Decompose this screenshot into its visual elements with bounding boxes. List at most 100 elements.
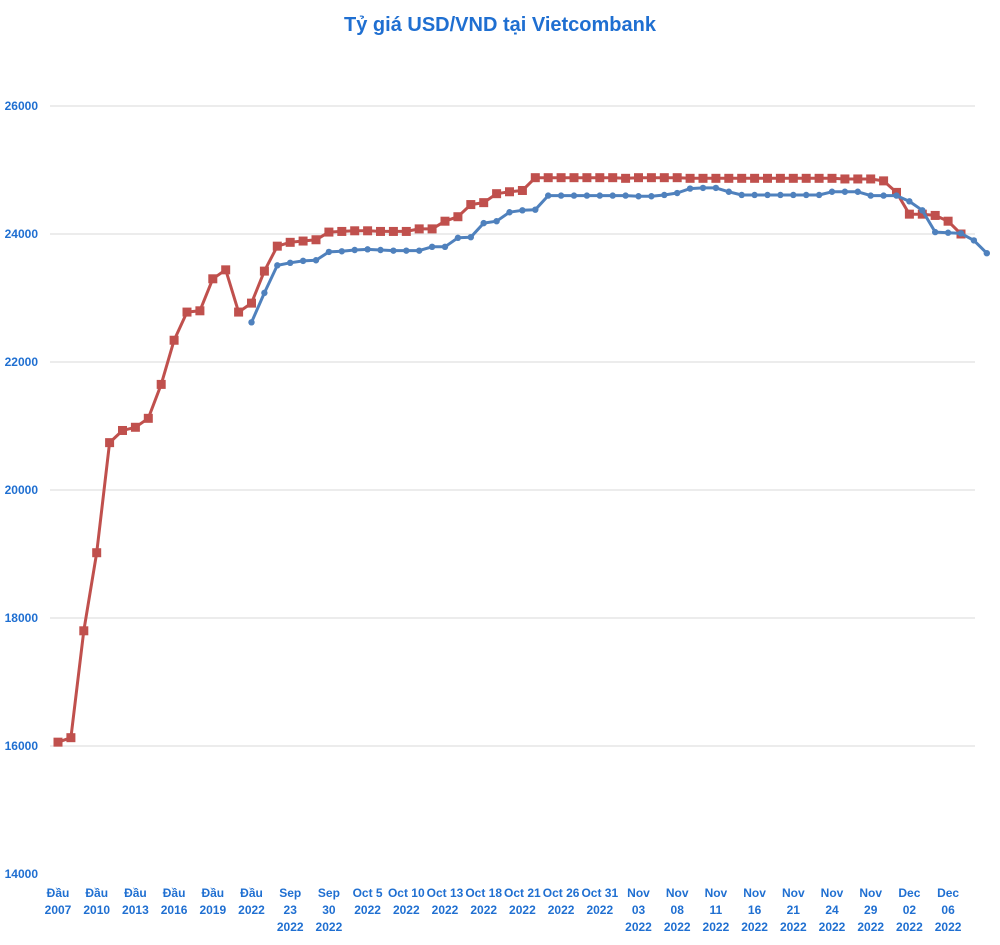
data-point-red [221,265,231,275]
data-point-red [505,187,514,197]
data-point-red [892,187,901,197]
data-point-red [208,274,218,284]
data-point-red [156,379,166,389]
data-point-blue [854,188,861,195]
data-point-red [337,226,347,236]
data-point-red [195,306,205,316]
data-point-red [595,173,605,183]
data-point-red [105,438,115,448]
data-point-red [917,209,927,219]
data-point-red [608,173,618,183]
x-tick-label: Nov 24 2022 [819,886,846,934]
data-point-blue [777,191,784,199]
data-point-red [363,226,373,236]
data-point-red [453,212,463,222]
x-tick-label: Oct 26 2022 [543,886,580,917]
x-tick-label: Nov 03 2022 [625,886,652,934]
data-point-blue [699,184,707,192]
x-tick-label: Sep 30 2022 [316,886,343,934]
data-point-red [388,226,398,236]
data-point-red [827,173,837,183]
data-point-blue [390,247,397,254]
data-point-red [466,200,476,210]
data-point-red [324,227,334,237]
data-point-blue [803,191,810,199]
series-layer [53,173,990,747]
data-point-blue [570,192,578,199]
data-point-red [879,176,889,186]
data-point-blue [712,184,720,192]
data-point-red [711,173,721,183]
data-point-blue [919,207,926,214]
x-tick-label: Oct 5 2022 [353,886,383,917]
data-point-red [685,173,695,183]
data-point-blue [944,229,952,236]
data-point-red [775,173,785,183]
data-point-red [724,173,734,183]
data-point-red [943,216,953,226]
data-point-blue [635,193,642,200]
x-tick-label: Đầu 2019 [199,886,226,917]
data-point-red [763,173,772,183]
x-tick-label: Nov 29 2022 [857,886,884,934]
x-tick-label: Dec 06 2022 [935,886,962,934]
data-point-blue [661,191,668,199]
data-point-red [143,413,153,423]
data-point-red [556,173,566,183]
data-point-blue [248,319,255,326]
data-point-red [698,173,708,183]
data-point-red [298,236,308,246]
data-point-red [234,307,244,317]
chart-title: Tỷ giá USD/VND tại Vietcombank [344,14,656,36]
data-point-blue [364,246,371,253]
data-point-red [646,173,656,183]
data-point-blue [674,189,681,197]
y-tick-label: 14000 [5,867,39,881]
data-point-red [311,235,321,245]
data-point-blue [815,191,823,199]
data-point-blue [764,191,771,199]
data-point-blue [467,234,474,241]
data-point-red [517,185,527,195]
data-point-red [440,216,450,226]
data-point-blue [751,191,758,199]
data-point-red [376,226,385,236]
y-tick-label: 16000 [5,739,39,753]
x-tick-label: Dec 02 2022 [896,886,923,934]
data-point-blue [738,191,745,199]
data-point-blue [338,248,345,255]
data-point-red [530,173,540,183]
data-point-blue [299,257,307,265]
data-point-red [904,209,914,219]
data-point-blue [596,192,603,199]
x-tick-label: Nov 21 2022 [780,886,807,934]
data-point-red [427,224,437,234]
data-point-blue [454,234,462,242]
x-tick-label: Sep 23 2022 [277,886,304,934]
x-tick-label: Đầu 2022 [238,886,265,917]
data-point-red [737,173,747,183]
data-point-red [492,189,502,199]
data-point-red [479,198,489,208]
data-point-blue [377,246,384,254]
data-point-blue [790,191,797,199]
x-tick-label: Đầu 2016 [161,886,188,917]
data-point-red [750,173,760,183]
data-point-red [543,173,553,183]
data-point-blue [506,209,513,216]
data-point-blue [867,192,874,199]
data-point-blue [287,259,294,266]
data-point-blue [686,185,694,192]
x-tick-label: Đầu 2007 [45,886,72,917]
data-point-blue [480,219,487,227]
data-point-blue [583,192,591,199]
data-point-red [634,173,643,183]
data-point-red [130,422,140,432]
data-point-red [259,266,269,276]
data-point-red [169,335,179,345]
data-point-red [272,241,282,251]
x-tick-label: Đầu 2010 [83,886,110,917]
data-point-blue [325,248,333,256]
